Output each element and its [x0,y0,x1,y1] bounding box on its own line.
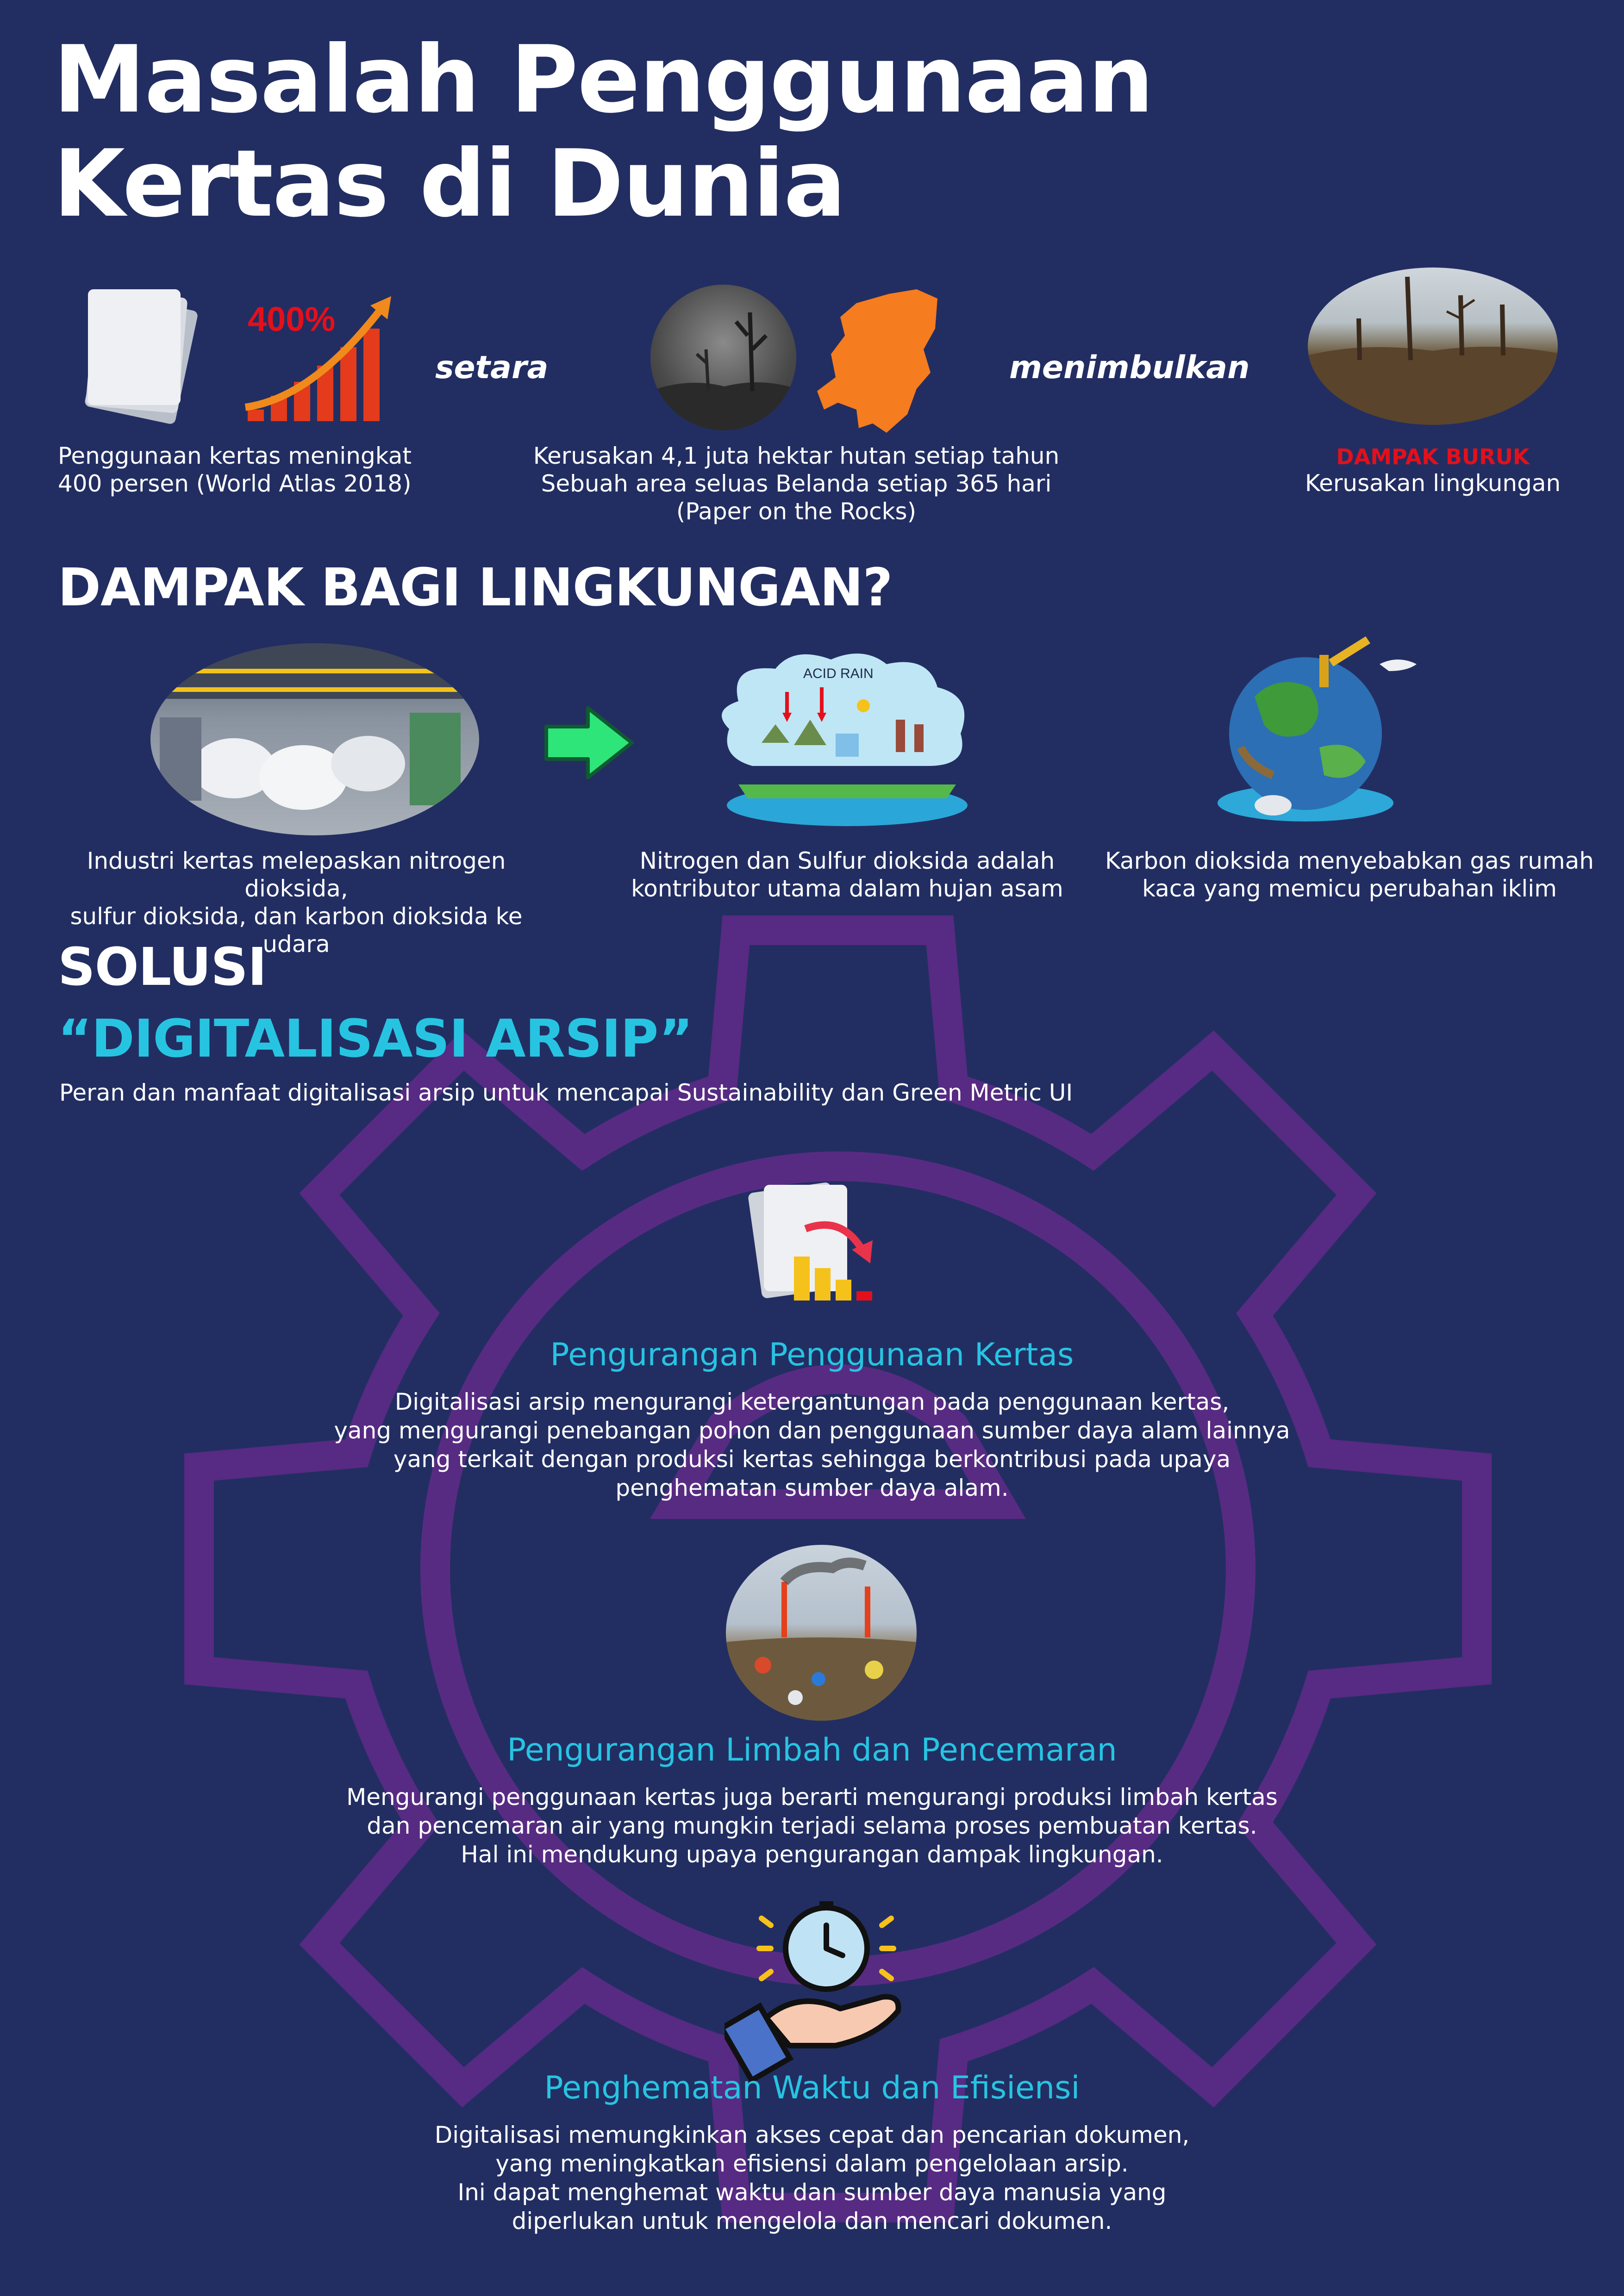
caption-forest-damage-line1: Kerusakan 4,1 juta hektar hutan setiap t… [533,442,1060,469]
impact-caption-industry: Industri kertas melepaskan nitrogen diok… [56,847,537,958]
impact-heading: DAMPAK BAGI LINGKUNGAN? [58,558,893,618]
solution-item-1-title: Pengurangan Penggunaan Kertas [550,1337,1074,1373]
paper-stack-icon [85,289,198,424]
page-title-line1: Masalah Penggunaan [53,26,1154,134]
solution-item-3-line1: Digitalisasi memungkinkan akses cepat da… [434,2122,1190,2148]
impact-caption-acid-rain: Nitrogen dan Sulfur dioksida adalah kont… [602,847,1093,902]
caption-paper-usage-line2: 400 persen (World Atlas 2018) [58,470,412,497]
bad-impact-text: Kerusakan lingkungan [1305,470,1561,497]
solution-description: Peran dan manfaat digitalisasi arsip unt… [59,1079,1073,1106]
impact-caption-industry-line1: Industri kertas melepaskan nitrogen diok… [87,847,506,902]
paper-factory-photo [150,643,479,835]
burned-forest-photo [650,285,796,430]
solution-heading: SOLUSI [58,937,267,997]
growth-chart-icon: 400% [244,296,391,421]
solution-subheading: “DIGITALISASI ARSIP” [58,1009,693,1069]
caption-forest-damage-line3: (Paper on the Rocks) [676,498,917,525]
caption-bad-impact: DAMPAK BURUK Kerusakan lingkungan [1264,444,1602,497]
caption-forest-damage: Kerusakan 4,1 juta hektar hutan setiap t… [518,442,1074,525]
solution-item-1-line2: yang mengurangi penebangan pohon dan pen… [334,1417,1290,1444]
impact-caption-climate: Karbon dioksida menyebabkan gas rumah ka… [1097,847,1602,902]
earth-pollution-illustration [1218,636,1417,821]
bad-impact-alert: DAMPAK BURUK [1336,444,1530,469]
solution-item-1-line1: Digitalisasi arsip mengurangi ketergantu… [394,1388,1230,1415]
deforestation-photo [1308,268,1558,425]
solution-item-3-line2: yang meningkatkan efisiensi dalam pengel… [495,2150,1129,2177]
growth-badge: 400% [248,300,335,338]
impact-caption-acid-rain-line2: kontributor utama dalam hujan asam [631,875,1063,902]
solution-item-1-line3: yang terkait dengan produksi kertas sehi… [393,1446,1231,1473]
solution-item-3-line4: diperlukan untuk mengelola dan mencari d… [512,2208,1112,2234]
paper-decline-icon [748,1182,877,1304]
solution-item-2-line2: dan pencemaran air yang mungkin terjadi … [367,1812,1257,1839]
caption-paper-usage: Penggunaan kertas meningkat 400 persen (… [58,442,475,498]
clock-hand-icon [725,1901,901,2083]
solution-item-2-body: Mengurangi penggunaan kertas juga berart… [303,1783,1321,1869]
caption-paper-usage-line1: Penggunaan kertas meningkat [58,442,412,469]
solution-item-2-line1: Mengurangi penggunaan kertas juga berart… [346,1784,1278,1811]
netherlands-map-icon [817,289,937,433]
solution-item-2-line3: Hal ini mendukung upaya pengurangan damp… [461,1841,1163,1868]
solution-item-2-title: Pengurangan Limbah dan Pencemaran [507,1732,1117,1768]
impact-caption-climate-line2: kaca yang memicu perubahan iklim [1142,875,1557,902]
solution-item-3-title: Penghematan Waktu dan Efisiensi [544,2070,1080,2106]
impact-caption-climate-line1: Karbon dioksida menyebabkan gas rumah [1105,847,1594,874]
connector-menimbulkan: menimbulkan [1009,349,1250,386]
page-title: Masalah Penggunaan Kertas di Dunia [53,28,1257,236]
connector-setara: setara [435,349,549,386]
impact-caption-acid-rain-line1: Nitrogen dan Sulfur dioksida adalah [639,847,1055,874]
solution-item-3-body: Digitalisasi memungkinkan akses cepat da… [303,2121,1321,2235]
solution-item-1-body: Digitalisasi arsip mengurangi ketergantu… [303,1388,1321,1502]
solution-item-3-line3: Ini dapat menghemat waktu dan sumber day… [457,2179,1167,2206]
acid-rain-illustration: ACID RAIN [722,653,968,826]
impact-caption-industry-line2: sulfur dioksida, dan karbon dioksida ke … [70,903,523,958]
pollution-landfill-photo [726,1545,917,1721]
acid-rain-label: ACID RAIN [803,666,874,681]
right-arrow-icon [544,706,634,779]
caption-forest-damage-line2: Sebuah area seluas Belanda setiap 365 ha… [541,470,1052,497]
page-title-line2: Kertas di Dunia [53,130,846,238]
solution-item-1-line4: penghematan sumber daya alam. [615,1475,1009,1501]
